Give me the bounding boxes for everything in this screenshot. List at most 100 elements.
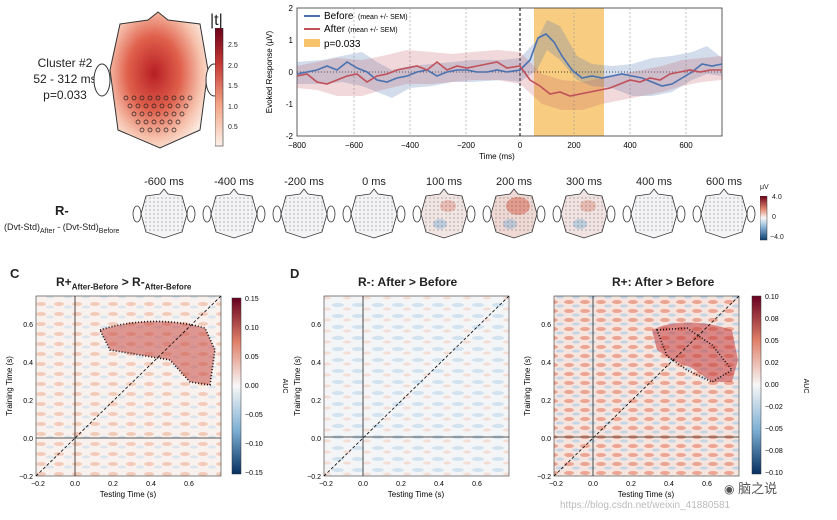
electrode-marker <box>139 127 145 133</box>
panel-c-diagonal <box>35 295 222 477</box>
topo-time-label: 100 ms <box>425 176 463 188</box>
panel-c-t1-sub: After-Before <box>71 282 119 292</box>
topo-head <box>412 188 476 239</box>
topo-head <box>622 188 686 239</box>
topo-map: 200 ms <box>482 176 546 245</box>
c-x-tick: 0.6 <box>184 481 194 488</box>
wechat-icon: ◉ <box>724 482 735 496</box>
topo-time-label: -600 ms <box>144 176 184 188</box>
electrode-marker <box>179 111 185 117</box>
c-cb-tick: 0.10 <box>245 325 259 332</box>
erp-x-tick: −800 <box>288 141 307 150</box>
c-cb-tick: 0.15 <box>245 296 259 303</box>
d-colorbar <box>751 295 762 475</box>
d-cb-tick: 0.05 <box>765 338 779 345</box>
d-cb-label: AUC <box>802 379 809 394</box>
legend-after: After <box>324 24 346 35</box>
erp-y-tick: 1 <box>289 36 294 45</box>
electrode-marker <box>163 95 169 101</box>
formula-a-sub: After <box>40 227 55 235</box>
d-left-y-tick: 0.2 <box>311 398 321 405</box>
d-cb-tick: −0.05 <box>765 426 783 433</box>
c-x-tick: 0.0 <box>70 481 80 488</box>
cluster-time-range: 52 - 312 ms <box>33 72 97 86</box>
c-colorbar <box>231 297 242 475</box>
erp-x-tick: 200 <box>567 141 581 150</box>
topo-time-label: 300 ms <box>565 176 603 188</box>
topo-map: -600 ms <box>132 176 196 245</box>
panel-c-tmid: > R- <box>118 275 145 289</box>
cluster-cb-tick: 2.0 <box>228 62 238 70</box>
topo-head <box>202 188 266 239</box>
c-cb-tick: 0.05 <box>245 354 259 361</box>
d-cb-tick: 0.08 <box>765 316 779 323</box>
c-y-tick: 0.6 <box>23 322 33 329</box>
d-right-x-tick: 0.4 <box>664 481 674 488</box>
d-right-x-tick: 0.2 <box>626 481 636 488</box>
cluster-cb-tick: 0.5 <box>228 124 238 131</box>
topo-map: -200 ms <box>272 176 336 245</box>
d-left-x-tick: 0.0 <box>358 481 368 488</box>
significance-window <box>534 8 604 136</box>
cluster-colorbar-label: |t| <box>210 12 223 29</box>
panel-c-title: R+After-Before > R-After-Before <box>56 275 191 291</box>
c-cb-label: AUC <box>281 379 288 394</box>
cluster-topomap <box>93 11 223 149</box>
electrode-marker <box>123 95 129 101</box>
topo-cb-min: −4.0 <box>770 234 784 241</box>
legend-before: Before <box>324 11 354 22</box>
d-cb-tick: −0.10 <box>765 470 783 477</box>
topo-time-label: -200 ms <box>284 176 324 188</box>
electrode-marker <box>167 103 173 109</box>
before-sem-band <box>297 20 722 98</box>
d-right-cluster <box>652 322 738 382</box>
topo-map: -400 ms <box>202 176 266 245</box>
topo-time-label: 200 ms <box>495 176 533 188</box>
topo-row: -600 ms -400 ms -200 ms 0 ms 100 ms 200 ms 300… <box>132 176 756 246</box>
panel-c-letter: C <box>10 266 20 281</box>
electrode-marker <box>183 103 189 109</box>
electrode-marker <box>175 119 181 125</box>
d-cb-tick: 0.02 <box>765 360 779 367</box>
d-left-y-tick: −0.2 <box>307 474 321 481</box>
panel-d-plots: 0.6 0.4 0.2 0.0 −0.2 −0.2 0.0 0.2 0.4 0.… <box>293 294 809 499</box>
topo-cb-zero: 0 <box>772 214 776 221</box>
d-left-y-tick: 0.6 <box>311 322 321 329</box>
electrode-marker <box>155 95 161 101</box>
d-left-xlabel: Testing Time (s) <box>388 490 445 499</box>
topo-formula: (Dvt-Std)After - (Dvt-Std)Before <box>4 222 119 235</box>
erp-y-tick: 2 <box>289 4 294 13</box>
legend-after-sub: (mean +/- SEM) <box>348 27 398 34</box>
topo-time-label: 600 ms <box>705 176 743 188</box>
cluster-title: Cluster #2 <box>37 56 93 70</box>
c-y-tick: 0.0 <box>23 436 33 443</box>
topo-head <box>552 188 616 239</box>
d-left-x-tick: −0.2 <box>319 481 333 488</box>
erp-y-tick: -1 <box>286 100 294 109</box>
c-x-tick: 0.2 <box>108 481 118 488</box>
after-mean-line <box>296 60 722 97</box>
electrode-marker <box>167 119 173 125</box>
erp-y-tick: -2 <box>286 132 294 141</box>
electrode-marker <box>131 95 137 101</box>
c-cb-tick: −0.05 <box>245 412 263 419</box>
d-cb-tick: −0.02 <box>765 404 783 411</box>
electrode-marker <box>159 103 165 109</box>
cluster-info: Cluster #2 52 - 312 ms p=0.033 <box>20 55 110 103</box>
d-cb-tick: 0.10 <box>765 294 779 301</box>
electrode-marker <box>139 111 145 117</box>
erp-xlabel: Time (ms) <box>479 152 515 161</box>
topo-cb-unit: μV <box>760 184 769 191</box>
topo-time-label: 0 ms <box>362 176 386 188</box>
erp-x-tick: 0 <box>518 141 523 150</box>
electrode-marker <box>135 103 141 109</box>
d-left-x-tick: 0.4 <box>434 481 444 488</box>
d-right-ylabel: Training Time (s) <box>523 356 532 416</box>
c-xlabel: Testing Time (s) <box>100 490 157 499</box>
cluster-electrodes <box>123 95 193 133</box>
panel-c-cluster <box>100 321 215 385</box>
panel-c-t1: R+ <box>56 275 72 289</box>
erp-plot: Before (mean +/- SEM) After (mean +/- SE… <box>265 4 723 161</box>
legend-sig: p=0.033 <box>324 39 361 50</box>
topo-head <box>132 188 196 239</box>
